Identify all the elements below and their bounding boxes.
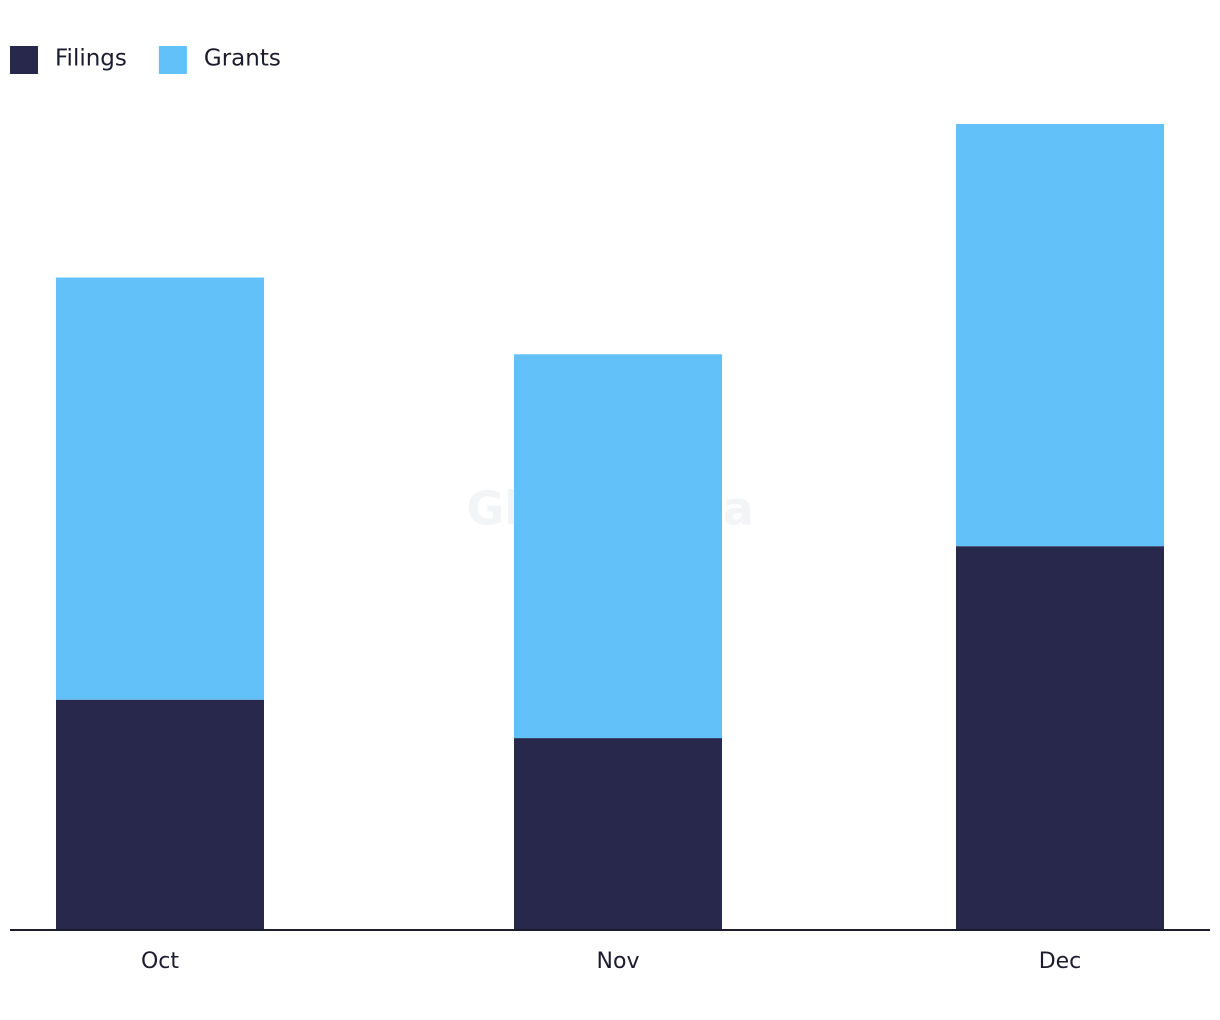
x-tick-label: Oct [141, 949, 179, 974]
x-tick-label: Dec [1039, 949, 1082, 974]
bar-segment [956, 124, 1164, 547]
bar-segment [514, 738, 722, 930]
x-tick-label: Nov [597, 949, 640, 974]
bar-segment [956, 546, 1164, 930]
legend-swatch [10, 46, 38, 74]
legend-label: Filings [55, 46, 127, 72]
legend-swatch [158, 46, 187, 74]
bar-segment [514, 354, 722, 739]
bar-segment [56, 277, 264, 700]
legend-label: Grants [204, 46, 281, 72]
bar-segment [56, 699, 264, 930]
